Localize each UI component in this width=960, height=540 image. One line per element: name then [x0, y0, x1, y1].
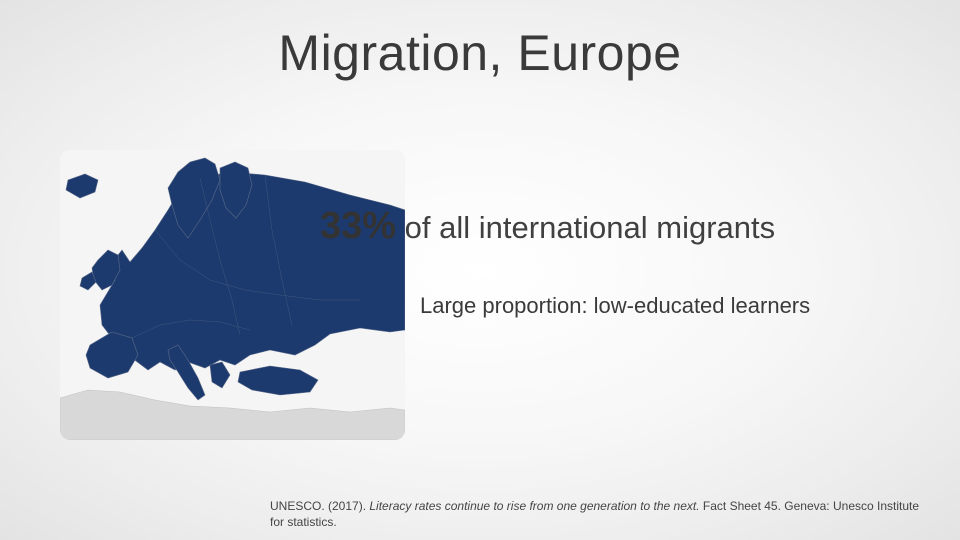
citation: UNESCO. (2017). Literacy rates continue … [270, 498, 920, 530]
citation-italic: Literacy rates continue to rise from one… [369, 499, 699, 513]
stat-percent: 33% [320, 205, 396, 247]
citation-prefix: UNESCO. (2017). [270, 499, 369, 513]
europe-map [60, 150, 405, 440]
sub-line: Large proportion: low-educated learners [420, 293, 810, 319]
slide-title: Migration, Europe [0, 24, 960, 82]
stat-text: of all international migrants [396, 210, 775, 245]
stat-line: 33% of all international migrants [320, 205, 775, 248]
europe-map-svg [60, 150, 405, 440]
